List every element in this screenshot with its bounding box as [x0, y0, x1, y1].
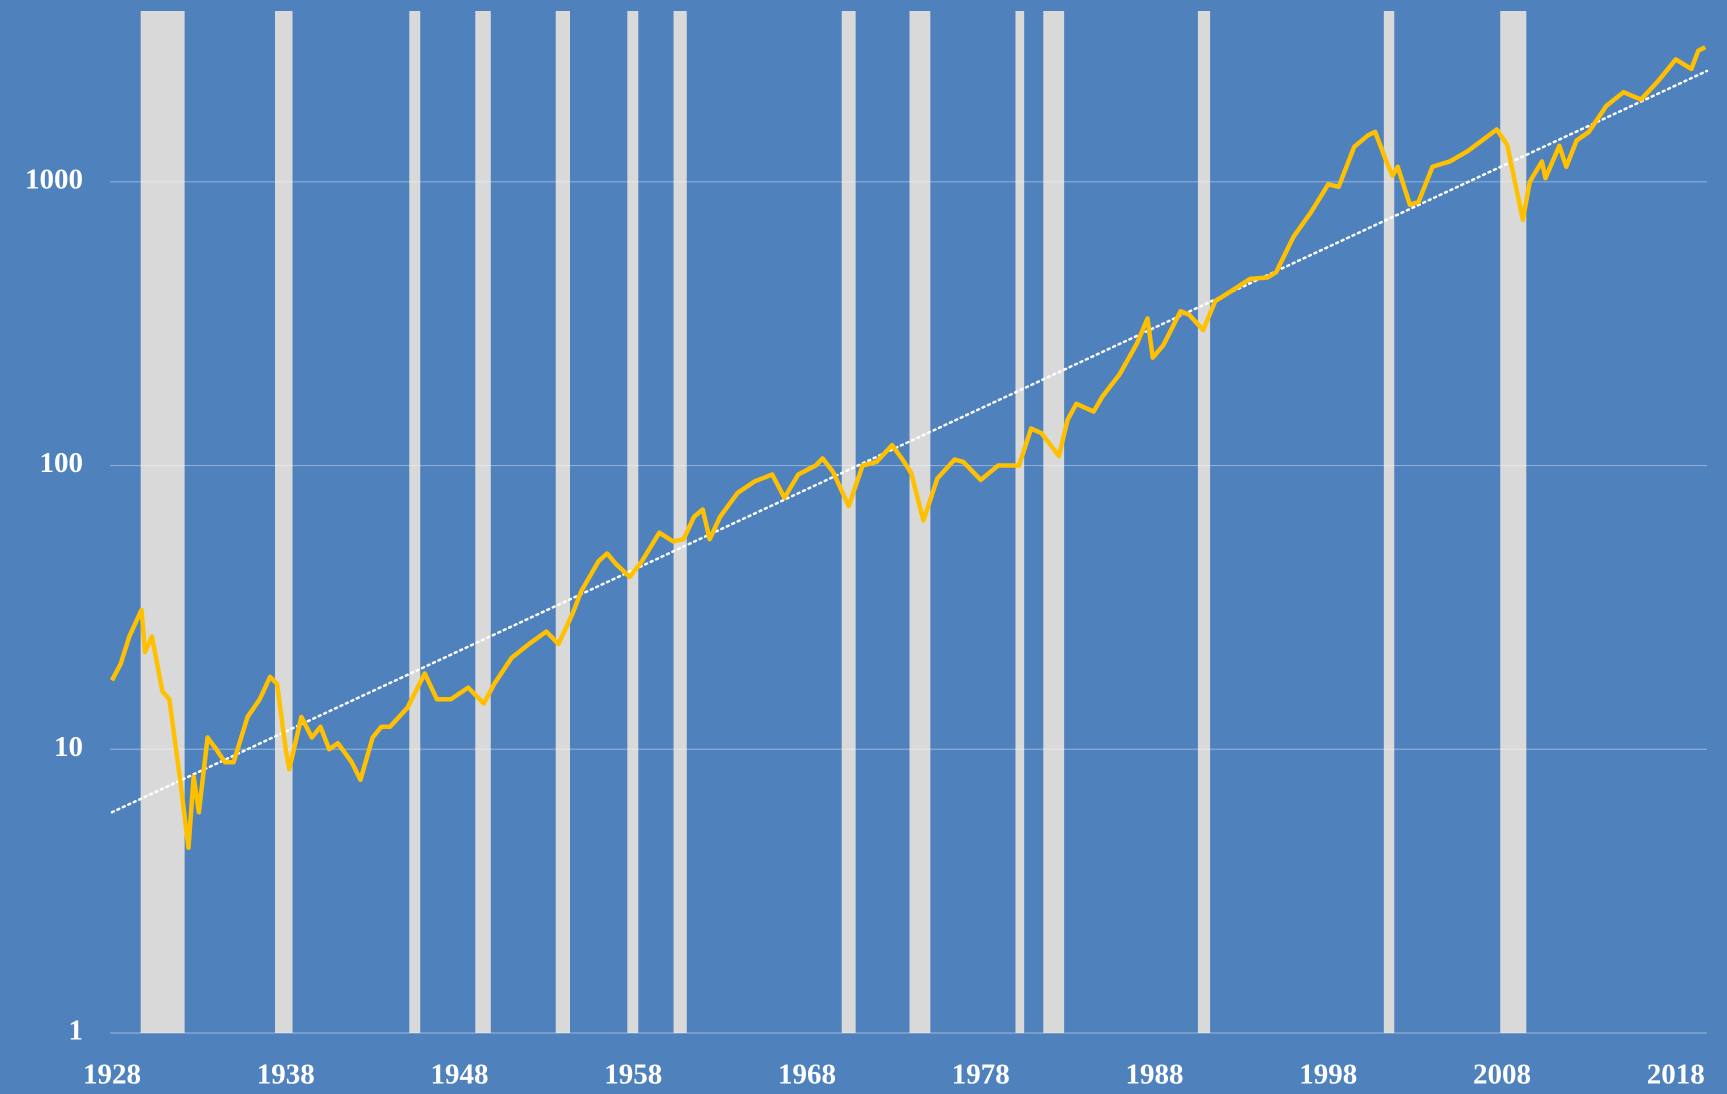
trend-line: [110, 69, 1709, 814]
recession-band: [140, 11, 185, 1033]
x-tick-label: 1948: [430, 1059, 488, 1091]
x-tick-label: 1968: [778, 1059, 836, 1091]
recession-band: [1197, 11, 1211, 1033]
x-tick-label: 1928: [83, 1059, 141, 1091]
recession-band: [274, 11, 293, 1033]
y-tick-label: 1: [69, 1015, 84, 1047]
recession-band: [555, 11, 570, 1033]
recession-band: [909, 11, 931, 1033]
x-tick-label: 1978: [952, 1059, 1010, 1091]
x-tick-label: 1938: [257, 1059, 315, 1091]
index-line: [110, 45, 1707, 850]
recession-band: [673, 11, 687, 1033]
recession-band: [1383, 11, 1395, 1033]
recession-band: [409, 11, 421, 1033]
recession-band: [841, 11, 856, 1033]
recession-band: [1043, 11, 1065, 1033]
recession-band: [1015, 11, 1025, 1033]
y-tick-label: 100: [40, 447, 84, 479]
recession-band: [475, 11, 491, 1033]
x-tick-label: 1958: [604, 1059, 662, 1091]
x-tick-label: 1988: [1125, 1059, 1183, 1091]
x-tick-label: 2008: [1473, 1059, 1531, 1091]
x-tick-label: 2018: [1647, 1059, 1705, 1091]
recession-band: [627, 11, 639, 1033]
y-tick-label: 10: [54, 731, 83, 763]
y-tick-label: 1000: [25, 163, 83, 195]
x-tick-label: 1998: [1299, 1059, 1357, 1091]
